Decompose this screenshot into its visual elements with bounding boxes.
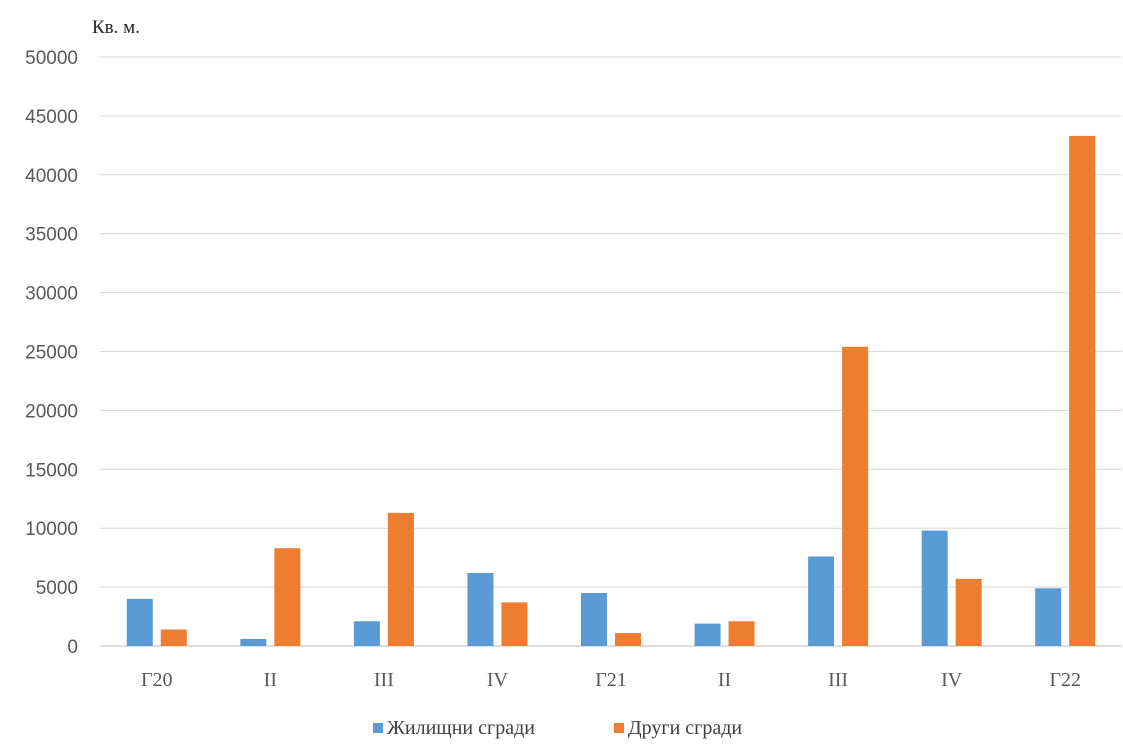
x-category-label: II bbox=[718, 669, 731, 691]
bar-other-1 bbox=[274, 548, 301, 646]
bar-other-6 bbox=[842, 346, 869, 646]
bar-other-7 bbox=[955, 578, 982, 646]
bar-residential-0 bbox=[126, 598, 153, 646]
y-tick-label: 25000 bbox=[25, 343, 78, 364]
bar-residential-8 bbox=[1035, 588, 1062, 646]
y-tick-label: 40000 bbox=[25, 166, 78, 187]
bar-other-2 bbox=[387, 512, 414, 646]
x-category-label: II bbox=[264, 669, 277, 691]
bar-residential-7 bbox=[921, 530, 948, 646]
y-axis-tick-labels: 0 5000 10000 15000 20000 25000 30000 35000 40000… bbox=[25, 48, 78, 658]
x-category-label: III bbox=[828, 669, 848, 691]
bar-other-5 bbox=[728, 621, 755, 646]
legend: Жилищни сгради Други сгради bbox=[373, 717, 742, 739]
x-category-label: Г21 bbox=[595, 669, 627, 691]
x-category-label: III bbox=[374, 669, 394, 691]
y-tick-label: 30000 bbox=[25, 284, 78, 305]
bars bbox=[126, 135, 1096, 646]
legend-swatch bbox=[614, 723, 624, 733]
y-tick-label: 35000 bbox=[25, 225, 78, 246]
bar-residential-1 bbox=[240, 638, 267, 646]
bar-other-4 bbox=[615, 633, 641, 646]
bar-residential-3 bbox=[467, 572, 494, 646]
bar-residential-2 bbox=[353, 621, 380, 646]
x-category-label: IV bbox=[487, 669, 509, 691]
bar-residential-5 bbox=[694, 623, 721, 646]
y-tick-label: 5000 bbox=[36, 578, 78, 599]
gridlines bbox=[100, 56, 1122, 647]
bar-other-8 bbox=[1069, 135, 1096, 646]
legend-entry-label: Други сгради bbox=[628, 717, 742, 739]
y-tick-label: 20000 bbox=[25, 401, 78, 422]
x-category-label: Г22 bbox=[1049, 669, 1081, 691]
x-category-label: IV bbox=[941, 669, 963, 691]
bar-residential-6 bbox=[808, 556, 835, 646]
legend-swatch bbox=[373, 723, 383, 733]
legend-entry-label: Жилищни сгради bbox=[387, 717, 535, 739]
x-axis-category-labels: Г20 II III IV Г21 II III IV Г22 bbox=[141, 669, 1081, 691]
bar-other-3 bbox=[501, 602, 528, 646]
bar-other-0 bbox=[160, 629, 187, 646]
y-tick-label: 15000 bbox=[25, 460, 78, 481]
x-category-label: Г20 bbox=[141, 669, 173, 691]
bar-residential-4 bbox=[581, 592, 607, 646]
y-tick-label: 50000 bbox=[25, 48, 78, 69]
y-tick-label: 10000 bbox=[25, 519, 78, 540]
y-axis-unit-label: Кв. м. bbox=[92, 17, 140, 38]
y-tick-label: 45000 bbox=[25, 107, 78, 128]
y-tick-label: 0 bbox=[67, 637, 78, 658]
